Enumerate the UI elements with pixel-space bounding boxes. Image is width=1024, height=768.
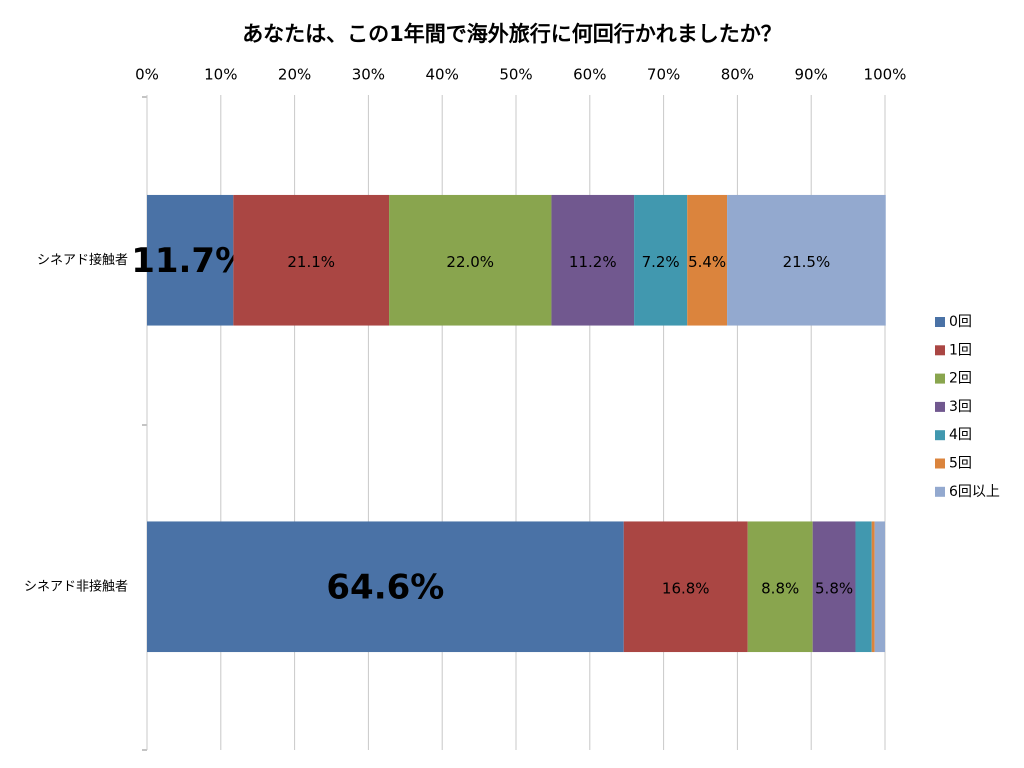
bar-segment	[874, 521, 885, 653]
x-tick-label: 10%	[204, 66, 237, 84]
x-tick-label: 60%	[573, 66, 606, 84]
x-tick-label: 20%	[278, 66, 311, 84]
bar-segment	[551, 194, 635, 326]
x-tick-label: 30%	[352, 66, 385, 84]
chart-title: あなたは、この1年間で海外旅行に何回行かれましたか？	[242, 22, 782, 46]
legend-label: 3回	[949, 399, 972, 415]
legend-swatch	[935, 430, 945, 441]
bar-segment	[727, 194, 886, 326]
x-tick-label: 70%	[647, 66, 680, 84]
bar-segment	[634, 194, 688, 326]
x-tick-label: 40%	[426, 66, 459, 84]
data-label: 8.8%	[761, 579, 799, 597]
data-label: 5.4%	[688, 253, 726, 271]
data-label: 22.0%	[446, 253, 494, 271]
legend-swatch	[935, 401, 945, 412]
x-tick-label: 100%	[864, 66, 907, 84]
data-label: 21.5%	[783, 253, 831, 271]
legend-swatch	[935, 458, 945, 469]
legend-swatch	[935, 486, 945, 497]
bar-segment	[623, 521, 748, 653]
legend-label: 2回	[949, 371, 972, 387]
data-label: 7.2%	[642, 253, 680, 271]
bar-segment	[687, 194, 728, 326]
bar-segment	[855, 521, 872, 653]
x-tick-label: 0%	[135, 66, 159, 84]
legend-label: 4回	[949, 427, 972, 443]
data-label: 21.1%	[287, 253, 335, 271]
bar-segment	[147, 194, 234, 326]
data-label: 16.8%	[662, 579, 710, 597]
x-tick-label: 90%	[795, 66, 828, 84]
legend-label: 6回以上	[949, 484, 1000, 500]
bar-segment	[747, 521, 813, 653]
legend-label: 5回	[949, 456, 972, 472]
data-label: 5.8%	[815, 579, 853, 597]
data-label: 64.6%	[326, 567, 444, 607]
x-tick-label: 80%	[721, 66, 754, 84]
legend-swatch	[935, 373, 945, 384]
data-label: 11.7%	[131, 241, 249, 281]
x-tick-label: 50%	[499, 66, 532, 84]
legend-swatch	[935, 317, 945, 327]
bar-segment	[147, 521, 624, 653]
bar-segment	[233, 194, 390, 326]
legend-swatch	[935, 345, 945, 356]
data-label: 11.2%	[569, 253, 617, 271]
bar-segment	[871, 521, 875, 653]
legend-label: 0回	[949, 314, 972, 330]
bar-segment	[389, 194, 552, 326]
bar-segment	[812, 521, 856, 653]
y-tick-label: シネアド接触者	[37, 252, 128, 268]
y-tick-label: シネアド非接触者	[24, 578, 128, 594]
legend-label: 1回	[949, 342, 972, 358]
